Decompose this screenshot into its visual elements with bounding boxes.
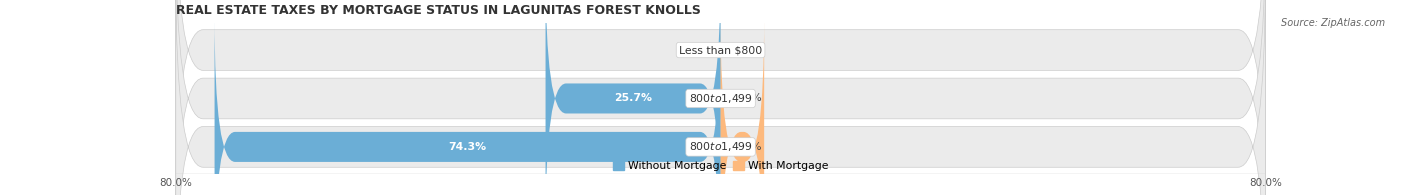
FancyBboxPatch shape [176,0,1265,195]
Text: REAL ESTATE TAXES BY MORTGAGE STATUS IN LAGUNITAS FOREST KNOLLS: REAL ESTATE TAXES BY MORTGAGE STATUS IN … [176,4,700,17]
Text: 6.4%: 6.4% [734,142,762,152]
FancyBboxPatch shape [176,0,1265,195]
FancyBboxPatch shape [215,17,721,195]
Text: 0.0%: 0.0% [734,93,762,104]
Text: 0.0%: 0.0% [679,45,707,55]
Text: 0.0%: 0.0% [734,45,762,55]
Text: 25.7%: 25.7% [614,93,652,104]
FancyBboxPatch shape [176,0,1265,195]
Legend: Without Mortgage, With Mortgage: Without Mortgage, With Mortgage [609,157,832,176]
Text: Source: ZipAtlas.com: Source: ZipAtlas.com [1281,18,1385,27]
FancyBboxPatch shape [721,17,765,195]
Text: $800 to $1,499: $800 to $1,499 [689,140,752,153]
Text: $800 to $1,499: $800 to $1,499 [689,92,752,105]
Text: 74.3%: 74.3% [449,142,486,152]
FancyBboxPatch shape [546,0,721,195]
Text: Less than $800: Less than $800 [679,45,762,55]
